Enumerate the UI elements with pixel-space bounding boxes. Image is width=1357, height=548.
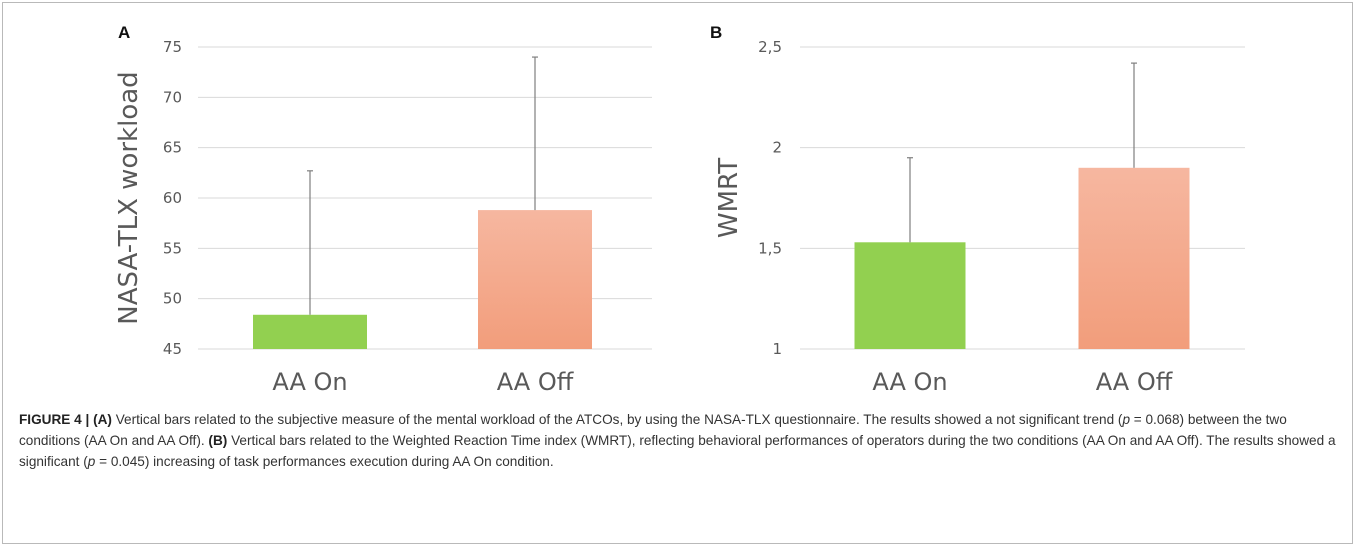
- x-category-label-a-0: AA On: [272, 368, 347, 396]
- y-axis-label-b: WMRT: [714, 158, 744, 238]
- caption-p-symbol-b: p: [87, 454, 96, 470]
- y-tick-label-a-6: 75: [163, 38, 182, 56]
- y-tick-label-a-3: 60: [163, 189, 182, 207]
- y-tick-label-a-4: 65: [163, 139, 182, 157]
- x-category-label-b-1: AA Off: [1096, 368, 1173, 396]
- caption-part-a-text-2: = 0.068) between the two conditions (AA …: [19, 412, 1287, 449]
- panel-label-b: B: [710, 23, 722, 42]
- panel-label-a: A: [118, 23, 130, 42]
- y-tick-label-a-0: 45: [163, 340, 182, 358]
- caption-part-b-text-1: Vertical bars related to the Weighted Re…: [19, 433, 1336, 470]
- x-category-label-b-0: AA On: [872, 368, 947, 396]
- figure-caption: FIGURE 4 | (A) Vertical bars related to …: [19, 409, 1339, 473]
- y-tick-label-b-2: 2: [772, 139, 782, 157]
- caption-figure-label: FIGURE 4 |: [19, 412, 90, 427]
- y-tick-label-b-0: 1: [772, 340, 782, 358]
- bar-b-1: [1078, 167, 1190, 349]
- y-tick-label-a-5: 70: [163, 88, 182, 106]
- bar-a-0: [253, 314, 367, 349]
- y-axis-label-a: NASA-TLX workload: [114, 71, 144, 324]
- bar-a-1: [478, 210, 592, 349]
- chart-panel-b: B 1 1,5 2 2,5 WMRT AA On AA Off: [710, 23, 1245, 396]
- x-category-label-a-1: AA Off: [497, 368, 574, 396]
- caption-p-symbol-a: p: [1122, 412, 1130, 427]
- figure-charts: A 45 50 55 60 65 70 75 NASA-TLX workload AA On AA …: [114, 23, 1245, 396]
- caption-part-b-text-2: = 0.045) increasing of task performances…: [95, 454, 554, 470]
- bar-b-0: [854, 242, 966, 349]
- chart-panel-a: A 45 50 55 60 65 70 75 NASA-TLX workload AA On AA …: [114, 23, 652, 396]
- y-tick-label-b-3: 2,5: [758, 38, 782, 56]
- y-tick-label-a-2: 55: [163, 239, 182, 257]
- caption-part-a-label: (A): [93, 412, 112, 427]
- y-tick-label-a-1: 50: [163, 290, 182, 308]
- caption-part-b-label: (B): [208, 433, 228, 449]
- y-tick-label-b-1: 1,5: [758, 239, 782, 257]
- caption-part-a-text-1: Vertical bars related to the subjective …: [115, 412, 1123, 427]
